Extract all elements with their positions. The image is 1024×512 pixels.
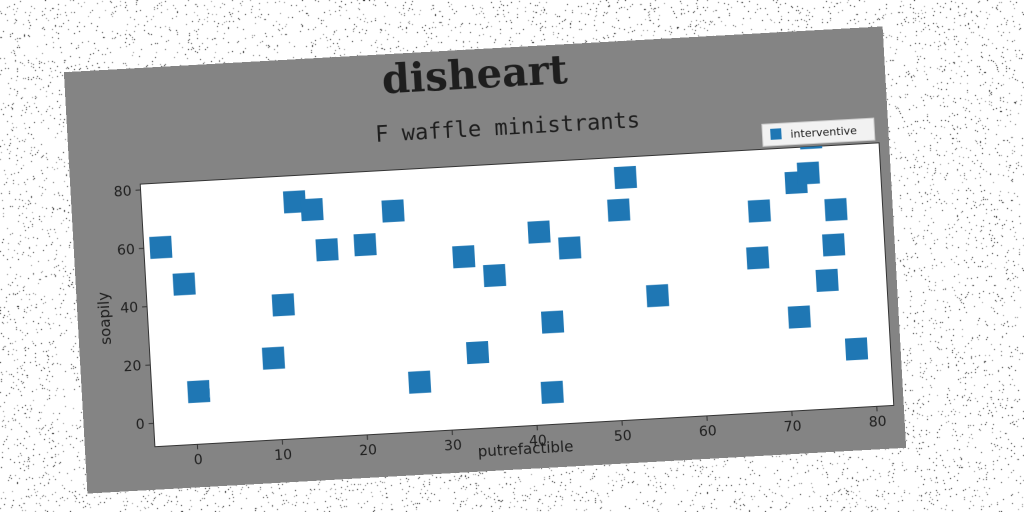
scatter-point	[646, 284, 669, 307]
legend-swatch	[770, 128, 782, 140]
scatter-point	[408, 371, 431, 394]
scatter-point	[262, 347, 285, 370]
scatter-point	[748, 199, 771, 222]
scatter-point	[466, 341, 489, 364]
scatter-point	[746, 246, 769, 269]
x-tick-label: 60	[698, 423, 717, 440]
scatter-point	[149, 236, 172, 259]
y-tick-label: 60	[117, 242, 136, 259]
x-tick-label: 30	[444, 438, 463, 455]
x-tick-label: 70	[783, 419, 802, 436]
scatter-point	[541, 381, 564, 404]
scatter-point	[483, 264, 506, 287]
scatter-point	[607, 198, 630, 221]
plot-area	[140, 143, 894, 447]
y-tick-label: 40	[120, 300, 139, 317]
x-axis-label: putrefactible	[477, 437, 574, 460]
scatter-point	[272, 293, 295, 316]
scatter-point	[788, 305, 811, 328]
y-axis-label: soapily	[94, 291, 115, 345]
scatter-point	[315, 238, 338, 261]
legend: interventive	[762, 118, 875, 146]
scatter-point	[824, 198, 847, 221]
scatter-point	[845, 337, 868, 360]
scatter-point	[381, 199, 404, 222]
scatter-point	[822, 233, 845, 256]
chart-figure: disheart F waffle ministrants 0 10 20 30 40 5…	[64, 26, 906, 493]
y-tick-label: 20	[123, 359, 142, 376]
scatter-point	[816, 269, 839, 292]
x-tick-label: 80	[868, 414, 887, 431]
scatter-point	[300, 198, 323, 221]
y-tick-label: 80	[113, 183, 132, 200]
scatter-point	[187, 380, 210, 403]
x-tick-label: 50	[614, 428, 633, 445]
y-tick-label: 0	[135, 417, 145, 433]
scatter-point	[452, 245, 475, 268]
scatter-point	[354, 233, 377, 256]
x-tick-label: 10	[274, 447, 293, 464]
x-tick-label: 0	[193, 452, 203, 468]
x-tick-label: 20	[359, 442, 378, 459]
scatter-point	[527, 220, 550, 243]
scatter-point	[558, 236, 581, 259]
scatter-point	[614, 166, 637, 189]
scatter-point	[541, 310, 564, 333]
scatter-point	[173, 273, 196, 296]
scatter-point	[797, 162, 820, 185]
